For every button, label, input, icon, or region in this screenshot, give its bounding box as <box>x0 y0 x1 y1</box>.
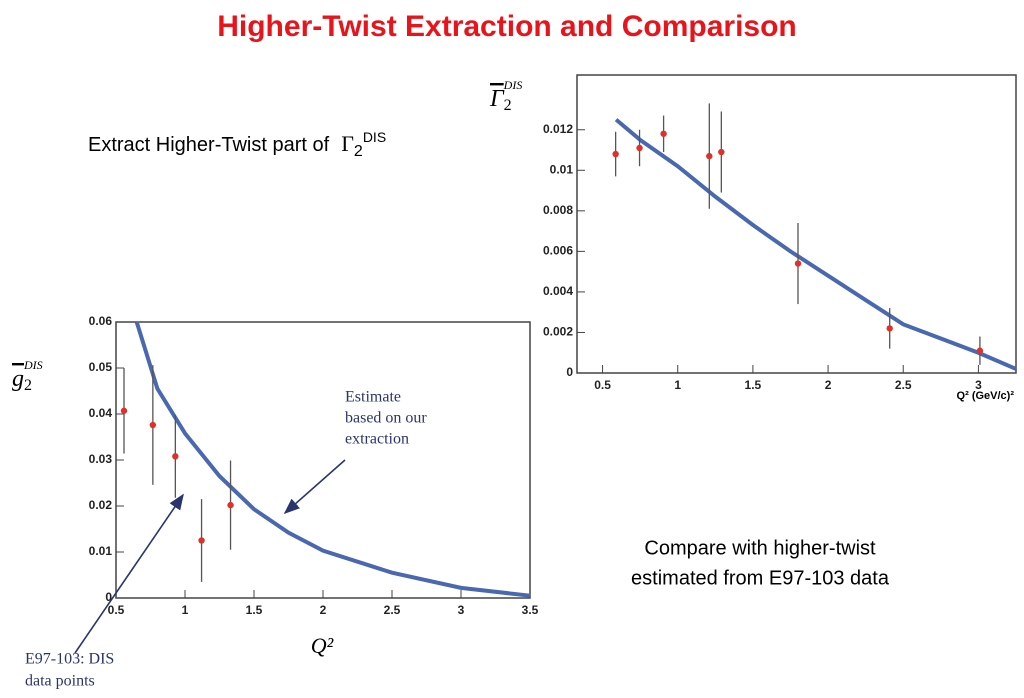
data-point <box>886 325 893 332</box>
annotation: extraction <box>345 431 409 448</box>
extract-superscript: DIS <box>363 129 386 145</box>
data-point <box>172 453 179 460</box>
x-axis-label: Q² <box>311 633 334 658</box>
y-tick-label: 0.01 <box>550 162 574 176</box>
y-tick-label: 0.03 <box>89 452 113 466</box>
extract-text: Extract Higher-Twist part of Γ2DIS <box>88 129 386 161</box>
model-curve <box>134 321 531 598</box>
data-point <box>718 148 725 156</box>
slide-title: Higher-Twist Extraction and Comparison <box>217 10 797 43</box>
data-point <box>706 152 713 160</box>
x-tick-label: 1.5 <box>246 603 263 617</box>
x-tick-label: 2 <box>320 603 327 617</box>
x-tick-label: 3.5 <box>522 603 539 617</box>
x-tick-label: 2.5 <box>895 378 912 392</box>
model-curve <box>614 118 1017 371</box>
y-label-symbol: g <box>12 366 24 392</box>
data-point <box>149 421 157 429</box>
extract-symbol: Γ <box>341 131 354 156</box>
y-tick-label: 0 <box>566 365 573 379</box>
data-point <box>794 260 802 267</box>
annotation-arrow <box>74 493 184 654</box>
y-tick-label: 0.04 <box>89 406 113 420</box>
y-tick-label: 0.008 <box>543 203 573 217</box>
y-tick-label: 0.004 <box>543 284 573 298</box>
x-tick-label: 1 <box>182 603 189 617</box>
annotation: Estimate <box>345 389 401 406</box>
y-tick-label: 0.006 <box>543 244 573 258</box>
x-tick-label: 0.5 <box>594 378 611 392</box>
x-tick-label: 0.5 <box>108 603 125 617</box>
data-point <box>120 407 128 414</box>
x-axis-label: Q² (GeV/c)² <box>957 390 1015 402</box>
annotation: E97-103: DIS <box>25 651 114 668</box>
plot-frame <box>115 321 531 599</box>
annotation: data points <box>25 673 95 690</box>
y-tick-label: 0 <box>105 590 112 604</box>
y-tick-label: 0.01 <box>89 544 113 558</box>
data-point <box>976 347 984 354</box>
compare-text: Compare with higher-twist <box>644 537 876 559</box>
data-point <box>612 150 619 158</box>
y-axis-label: g2 DIS <box>12 358 43 394</box>
y-label-symbol: Γ <box>489 86 505 112</box>
y-label-subscript: 2 <box>504 97 512 114</box>
y-label-superscript: DIS <box>23 358 43 372</box>
annotation: based on our <box>345 410 427 427</box>
data-point <box>636 144 643 152</box>
y-tick-label: 0.05 <box>89 360 113 374</box>
data-point <box>660 130 667 137</box>
y-tick-label: 0.06 <box>89 314 113 328</box>
y-tick-label: 0.002 <box>543 325 573 339</box>
x-tick-label: 1.5 <box>745 378 762 392</box>
y-tick-label: 0.012 <box>543 122 573 136</box>
plot-frame <box>576 74 1017 374</box>
y-label-subscript: 2 <box>24 377 32 394</box>
y-label-superscript: DIS <box>503 78 523 92</box>
data-point <box>227 501 234 509</box>
x-tick-label: 2.5 <box>384 603 401 617</box>
x-tick-label: 3 <box>458 603 465 617</box>
x-tick-label: 2 <box>825 378 832 392</box>
x-tick-label: 1 <box>674 378 681 392</box>
extract-subscript: 2 <box>354 143 363 160</box>
y-axis-label: Γ2 DIS <box>489 78 522 114</box>
y-tick-label: 0.02 <box>89 498 113 512</box>
x-tick-label: 3 <box>975 378 982 392</box>
compare-text: estimated from E97-103 data <box>631 567 890 589</box>
extract-label: Extract Higher-Twist part of <box>88 134 330 156</box>
annotation-arrow <box>283 459 346 515</box>
data-point <box>198 537 205 544</box>
